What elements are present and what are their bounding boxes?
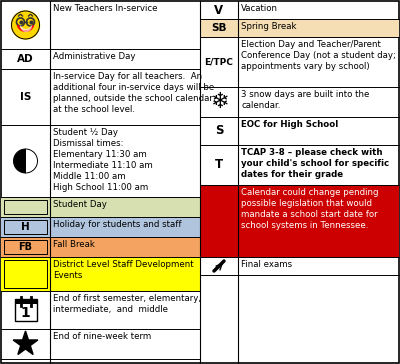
Bar: [4, 200, 47, 214]
Text: S: S: [215, 124, 223, 138]
Text: In-service Day for all teachers.  An
additional four in-service days will be
pla: In-service Day for all teachers. An addi…: [53, 72, 216, 114]
Bar: [4, 260, 47, 288]
Text: T: T: [215, 158, 223, 171]
Text: 1: 1: [21, 306, 30, 320]
Bar: [1, 197, 200, 217]
Text: 3 snow days are built into the
calendar.: 3 snow days are built into the calendar.: [241, 90, 369, 110]
Wedge shape: [26, 149, 38, 173]
Polygon shape: [13, 331, 38, 355]
Bar: [14, 299, 36, 304]
Bar: [200, 185, 399, 257]
Text: Student Day: Student Day: [53, 200, 107, 209]
Text: Fall Break: Fall Break: [53, 240, 95, 249]
Text: FB: FB: [18, 242, 32, 252]
Text: Holiday for students and staff: Holiday for students and staff: [53, 220, 182, 229]
Text: Vacation: Vacation: [241, 4, 278, 13]
Text: Election Day and Teacher/Parent
Conference Day (not a student day;
appointments : Election Day and Teacher/Parent Conferen…: [241, 40, 396, 71]
Text: TCAP 3-8 – please check with
your child's school for specific
dates for their gr: TCAP 3-8 – please check with your child'…: [241, 148, 389, 179]
Bar: [1, 217, 200, 237]
Text: H: H: [21, 222, 30, 232]
Text: Student ½ Day
Dismissal times:
Elementary 11:30 am
Intermediate 11:10 am
Middle : Student ½ Day Dismissal times: Elementar…: [53, 128, 153, 193]
Text: EOC for High School: EOC for High School: [241, 120, 338, 129]
Text: V: V: [214, 4, 224, 16]
Text: District Level Staff Development
Events: District Level Staff Development Events: [53, 260, 194, 280]
Bar: [1, 237, 200, 257]
Text: AD: AD: [17, 54, 34, 64]
Text: ❄: ❄: [210, 92, 228, 112]
Bar: [4, 220, 47, 234]
Text: E/TPC: E/TPC: [204, 58, 234, 67]
Wedge shape: [14, 149, 26, 173]
Circle shape: [12, 11, 40, 39]
Text: End of first semester, elementary,
intermediate,  and  middle: End of first semester, elementary, inter…: [53, 294, 201, 314]
Bar: [14, 299, 36, 321]
Bar: [1, 257, 200, 291]
Text: IS: IS: [20, 92, 31, 102]
Text: End of nine-week term: End of nine-week term: [53, 332, 151, 341]
Text: New Teachers In-service: New Teachers In-service: [53, 4, 158, 13]
Text: Administrative Day: Administrative Day: [53, 52, 136, 61]
Bar: [4, 240, 47, 254]
Text: Spring Break: Spring Break: [241, 22, 296, 31]
Text: Calendar could change pending
possible legislation that would
mandate a school s: Calendar could change pending possible l…: [241, 188, 378, 230]
Text: Final exams: Final exams: [241, 260, 292, 269]
Text: SB: SB: [211, 23, 227, 33]
Bar: [200, 19, 399, 37]
